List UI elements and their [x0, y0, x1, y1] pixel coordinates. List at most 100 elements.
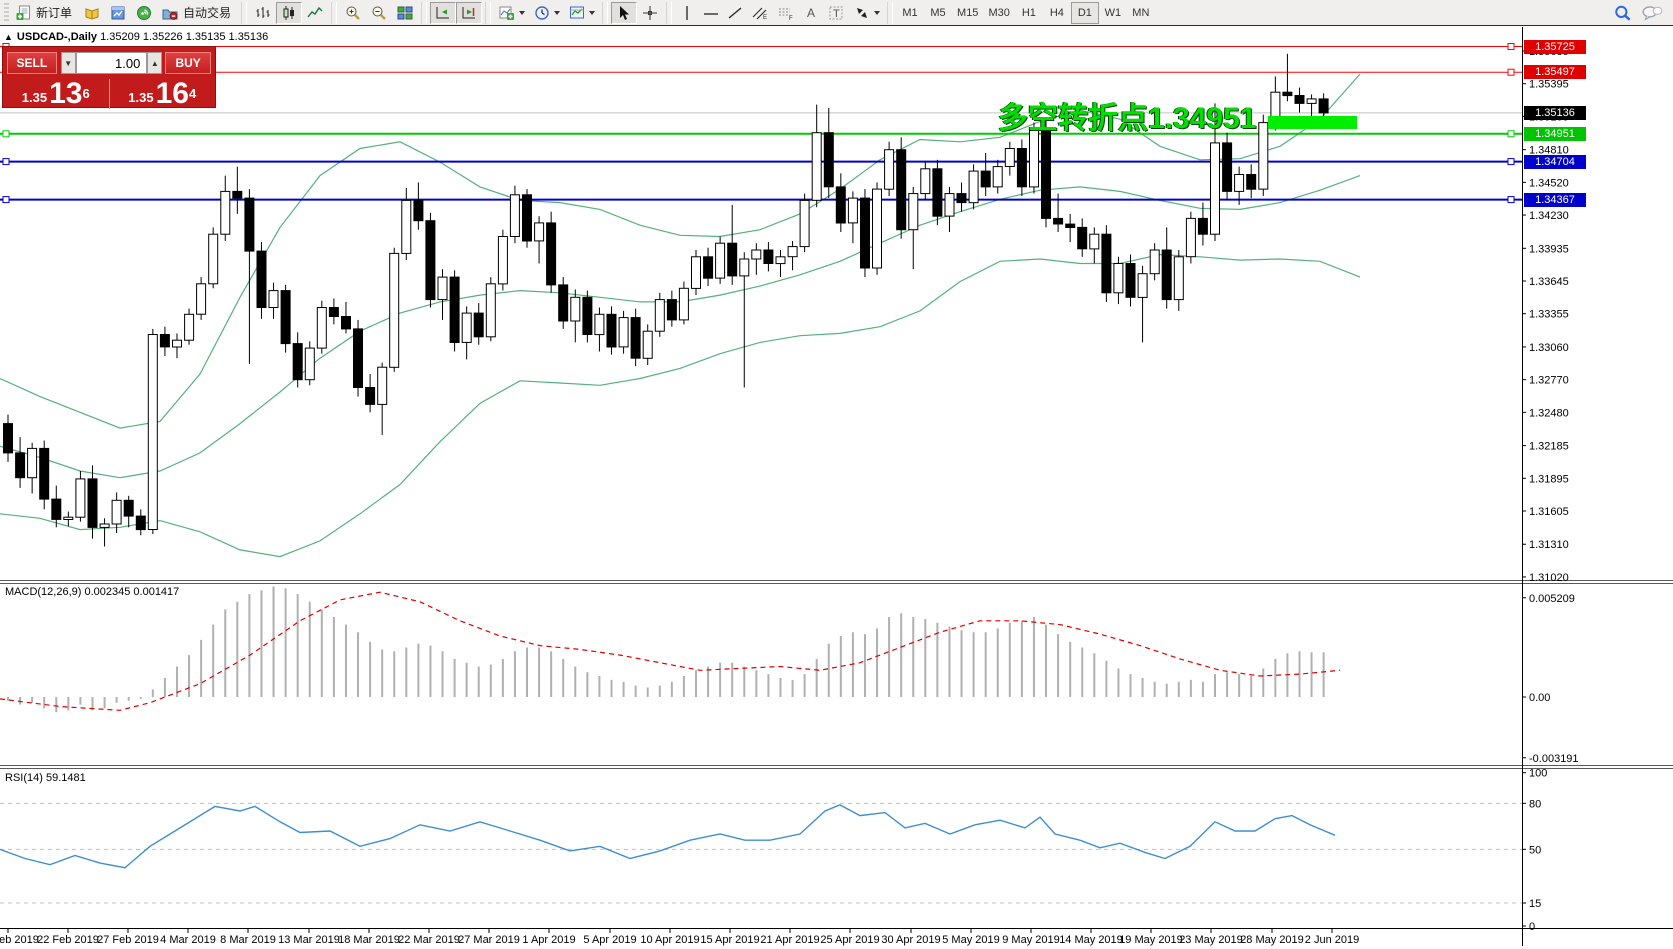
timeframe-m1[interactable]: M1	[902, 6, 918, 19]
candlestick-chart-button[interactable]	[276, 1, 303, 24]
search-button[interactable]	[1609, 2, 1637, 24]
sell-price-small: 1.35	[21, 90, 48, 105]
channel-icon: E	[752, 7, 767, 21]
price-tick-label: 1.34230	[1529, 210, 1569, 222]
candle-body	[389, 252, 400, 368]
collapse-arrow-icon[interactable]: ▲	[4, 32, 13, 42]
buy-price[interactable]: 1.35 16 4	[110, 79, 216, 109]
candle-body	[1185, 217, 1196, 258]
level-handle[interactable]	[1507, 158, 1515, 166]
level-handle[interactable]	[1507, 196, 1515, 204]
candle-body	[1029, 130, 1039, 188]
tile-windows-button[interactable]	[392, 2, 418, 24]
candle-body	[184, 313, 195, 341]
templates-button[interactable]	[564, 2, 599, 24]
candle-body	[425, 220, 436, 301]
timeframe-m5[interactable]: M5	[930, 6, 946, 19]
candle-body	[811, 132, 822, 201]
volume-input[interactable]: 1.00	[75, 52, 148, 74]
buy-button[interactable]: BUY	[165, 52, 211, 74]
candle-body	[461, 312, 472, 343]
candle-body	[365, 387, 376, 405]
text-button[interactable]: A	[799, 2, 823, 24]
timeframe-d1[interactable]: D1	[1070, 1, 1099, 24]
candle-body	[316, 307, 327, 349]
rsi-tick-label: 50	[1529, 844, 1541, 856]
date-label: 15 Apr 2019	[700, 934, 759, 946]
level-handle[interactable]	[2, 130, 10, 138]
cursor-button[interactable]	[611, 1, 638, 24]
bollinger-upper-band	[0, 73, 1361, 429]
periods-button[interactable]	[529, 2, 564, 24]
date-label: 5 May 2019	[942, 934, 999, 946]
pivot-highlight-bar[interactable]	[1268, 116, 1357, 129]
candle-body	[630, 317, 641, 359]
trendline-button[interactable]	[723, 2, 747, 24]
level-handle[interactable]	[1507, 68, 1515, 76]
channel-button[interactable]: E	[747, 2, 773, 24]
templates-icon	[570, 6, 585, 18]
sell-price[interactable]: 1.35 13 6	[3, 79, 110, 109]
sell-price-sup: 6	[82, 86, 90, 101]
toolbar-separator	[602, 1, 609, 24]
vertical-line-button[interactable]	[675, 2, 699, 24]
bar-chart-button[interactable]	[250, 2, 276, 24]
level-handle[interactable]	[2, 158, 10, 166]
candle-body	[353, 328, 363, 388]
candle-body	[751, 249, 762, 260]
timeframe-mn[interactable]: MN	[1132, 6, 1150, 19]
timeframe-m30[interactable]: M30	[988, 6, 1010, 19]
date-label: 27 Mar 2019	[458, 934, 520, 946]
candle-body	[292, 343, 303, 381]
zoom-in-button[interactable]	[340, 2, 366, 24]
volume-down-button[interactable]: ▼	[60, 52, 76, 74]
volume-up-button[interactable]: ▲	[147, 52, 163, 74]
timeframe-h4[interactable]: H4	[1049, 6, 1064, 19]
fibonacci-button[interactable]: F	[773, 2, 799, 24]
text-icon: A	[807, 6, 815, 20]
signals-button[interactable]	[131, 2, 157, 24]
horizontal-line-button[interactable]	[699, 2, 723, 24]
date-label: 23 May 2019	[1179, 934, 1243, 946]
autotrade-button[interactable]: 自动交易	[157, 2, 238, 24]
level-handle[interactable]	[1507, 130, 1515, 138]
candle-body	[727, 242, 738, 277]
candle-body	[763, 249, 774, 264]
arrows-icon	[857, 7, 868, 18]
candle-body	[678, 287, 689, 321]
candle-body	[546, 222, 557, 286]
autoscroll-button[interactable]	[430, 1, 457, 24]
fibonacci-icon: F	[779, 8, 793, 21]
toolbar-grip[interactable]	[4, 2, 9, 23]
new-order-button[interactable]: 新订单	[11, 2, 79, 24]
data-window-button[interactable]	[105, 2, 131, 24]
timeframe-w1[interactable]: W1	[1104, 6, 1122, 19]
market-watch-button[interactable]	[79, 2, 105, 24]
price-tick-label: 1.33935	[1529, 243, 1569, 255]
indicators-icon	[499, 6, 515, 20]
text-label-button[interactable]: T	[823, 2, 849, 24]
level-handle[interactable]	[1507, 43, 1515, 50]
date-label: 22 Mar 2019	[398, 934, 460, 946]
zoom-out-button[interactable]	[366, 2, 392, 24]
timeframe-h1[interactable]: H1	[1021, 6, 1036, 19]
toolbar-separator	[485, 1, 492, 24]
level-handle[interactable]	[2, 196, 10, 204]
chart-shift-button[interactable]	[456, 1, 483, 24]
crosshair-button[interactable]	[637, 2, 663, 24]
rsi-tick-label: 0	[1529, 921, 1535, 933]
pivot-annotation-text[interactable]: 多空转折点1.34951	[998, 102, 1257, 135]
timeframe-m15[interactable]: M15	[957, 6, 979, 19]
line-chart-button[interactable]	[302, 2, 328, 24]
buy-price-big: 16	[155, 77, 189, 110]
date-label: 4 Mar 2019	[160, 934, 216, 946]
indicators-button[interactable]	[494, 2, 529, 24]
sell-button[interactable]: SELL	[7, 52, 57, 74]
arrows-button[interactable]	[849, 2, 884, 24]
candle-body	[1197, 217, 1208, 235]
window-icon	[111, 6, 125, 19]
chat-button[interactable]	[1637, 2, 1667, 24]
candle-body	[377, 366, 388, 405]
candle-body	[1053, 217, 1064, 225]
